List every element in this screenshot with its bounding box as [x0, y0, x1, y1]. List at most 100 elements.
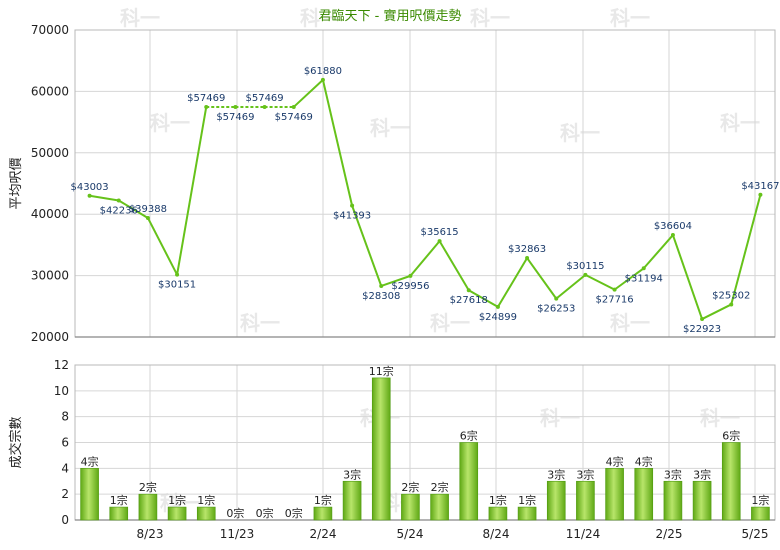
data-point	[437, 239, 442, 244]
data-point	[175, 272, 180, 277]
point-label: $29956	[391, 281, 429, 292]
point-label: $27716	[595, 295, 633, 306]
y-tick-label: 30000	[31, 269, 69, 283]
line-segment	[351, 205, 383, 287]
x-axis-labels: 8/23 11/23 2/24 5/24 8/24 11/24 2/25 5/25	[137, 527, 769, 541]
y-tick-label: 8	[61, 410, 69, 424]
point-label: $57469	[245, 93, 283, 104]
data-point	[554, 296, 559, 301]
data-point	[525, 256, 530, 261]
point-label: $57469	[187, 93, 225, 104]
bar-label: 6宗	[460, 429, 478, 443]
watermark-text: 科一	[560, 121, 600, 145]
bar	[751, 506, 770, 521]
data-point	[233, 104, 238, 109]
data-point	[87, 193, 92, 198]
x-tick-label: 5/25	[742, 527, 769, 541]
y-tick-label: 2	[61, 487, 69, 501]
y-tick-label: 60000	[31, 84, 69, 98]
bar-label: 3宗	[343, 467, 361, 481]
point-label: $31194	[625, 273, 663, 284]
bar	[517, 506, 537, 521]
transactions-bar-chart: 0 2 4 6 8 10 12 成交宗數 4宗 1宗 2宗 1宗 1宗 0宗 0宗 0宗 1宗 3宗 11宗 2宗 2宗…	[8, 358, 776, 527]
data-point	[583, 272, 588, 277]
point-label: $42236	[100, 205, 138, 216]
y-tick-label: 40000	[31, 207, 69, 221]
bar-label: 3宗	[547, 467, 565, 481]
y-axis-label: 平均呎價	[9, 157, 24, 209]
line-segment	[293, 79, 324, 108]
point-label: $43167	[741, 181, 779, 192]
bar-label: 1宗	[110, 493, 128, 507]
bar	[459, 442, 479, 521]
point-label: $27618	[450, 295, 488, 306]
bar	[80, 468, 99, 521]
line-segment	[89, 194, 119, 202]
line-segment	[701, 303, 732, 320]
data-point	[700, 317, 705, 322]
y-tick-label: 20000	[31, 330, 69, 344]
data-point	[116, 198, 121, 203]
data-point	[408, 273, 413, 278]
bar	[109, 506, 129, 521]
point-label: $35615	[420, 227, 458, 238]
bar-label: 2宗	[431, 480, 449, 494]
point-label: $30115	[566, 261, 604, 272]
point-label: $57469	[216, 112, 254, 123]
point-label: $39388	[129, 204, 167, 215]
bar	[313, 506, 333, 521]
bar-label: 1宗	[197, 493, 215, 507]
line-segment	[321, 79, 354, 206]
line-segment	[671, 234, 704, 320]
watermark-text: 科一	[470, 6, 510, 30]
y-tick-label: 4	[61, 461, 69, 475]
x-tick-label: 11/24	[566, 527, 601, 541]
bar	[605, 468, 624, 521]
bar-label: 0宗	[256, 506, 274, 520]
bar	[401, 493, 420, 521]
data-point	[350, 203, 355, 208]
bar-label: 4宗	[606, 454, 624, 468]
bar-label: 3宗	[576, 467, 594, 481]
line-segment	[176, 106, 208, 275]
data-point	[495, 304, 500, 309]
watermark-text: 科一	[610, 311, 650, 335]
x-tick-label: 8/24	[483, 527, 510, 541]
point-label: $22923	[683, 324, 721, 335]
line-segment	[118, 199, 149, 219]
watermark-text: 科一	[540, 406, 580, 430]
data-point	[379, 283, 384, 288]
line-segment	[147, 217, 178, 276]
y-tick-label: 6	[61, 436, 69, 450]
point-label: $61880	[304, 66, 342, 77]
bar-label: 11宗	[369, 364, 394, 378]
y-axis-label: 成交宗數	[8, 416, 24, 468]
x-tick-label: 2/24	[310, 527, 337, 541]
point-label: $30151	[158, 280, 196, 291]
data-point	[204, 104, 209, 109]
bar-label: 1宗	[751, 493, 769, 507]
bar-label: 1宗	[168, 493, 186, 507]
point-label: $32863	[508, 244, 546, 255]
bar-label: 3宗	[664, 467, 682, 481]
x-tick-label: 5/24	[397, 527, 424, 541]
line-segment	[584, 274, 616, 291]
point-label: $25302	[712, 290, 750, 301]
data-point	[262, 104, 267, 109]
watermark-text: 科一	[240, 311, 280, 335]
x-tick-label: 8/23	[137, 527, 164, 541]
bar	[488, 506, 508, 521]
bar-label: 0宗	[285, 506, 303, 520]
bar	[634, 468, 654, 521]
data-point	[612, 287, 617, 292]
price-line-chart: 20000 30000 40000 50000 60000 70000 平均呎價 $43003…	[9, 23, 780, 344]
line-segment	[438, 240, 470, 291]
bar-label: 1宗	[518, 493, 536, 507]
watermark-text: 科一	[150, 111, 190, 135]
line-segment	[468, 289, 499, 308]
bar-label: 1宗	[314, 493, 332, 507]
bar-label: 2宗	[139, 480, 157, 494]
bar	[138, 493, 158, 521]
bar-label: 4宗	[81, 454, 99, 468]
watermark-layer: 科一科一科一科一科一科一科一科一科一科一科一科一科一科一科一科一	[120, 6, 760, 515]
